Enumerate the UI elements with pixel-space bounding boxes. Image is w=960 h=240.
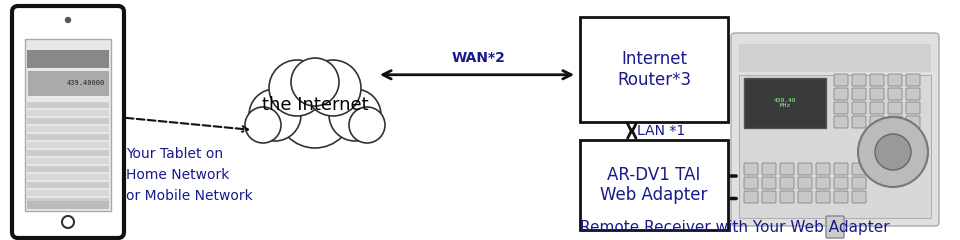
FancyBboxPatch shape [27, 174, 109, 180]
FancyBboxPatch shape [762, 191, 776, 203]
FancyBboxPatch shape [762, 177, 776, 189]
Circle shape [349, 107, 385, 143]
FancyBboxPatch shape [27, 190, 109, 196]
Text: AR-DV1 TAI
Web Adapter: AR-DV1 TAI Web Adapter [600, 166, 708, 204]
FancyBboxPatch shape [826, 216, 844, 238]
FancyBboxPatch shape [798, 163, 812, 175]
FancyBboxPatch shape [780, 191, 794, 203]
FancyBboxPatch shape [744, 78, 826, 128]
FancyBboxPatch shape [27, 134, 109, 140]
FancyBboxPatch shape [27, 158, 109, 164]
FancyBboxPatch shape [25, 39, 111, 211]
FancyBboxPatch shape [744, 163, 758, 175]
FancyBboxPatch shape [888, 116, 902, 128]
FancyBboxPatch shape [852, 177, 866, 189]
FancyBboxPatch shape [834, 102, 848, 114]
FancyBboxPatch shape [762, 163, 776, 175]
FancyBboxPatch shape [12, 6, 124, 238]
FancyBboxPatch shape [27, 166, 109, 172]
FancyBboxPatch shape [852, 74, 866, 86]
Text: Your Tablet on
Home Network
or Mobile Network: Your Tablet on Home Network or Mobile Ne… [126, 147, 252, 203]
FancyBboxPatch shape [834, 88, 848, 100]
FancyBboxPatch shape [834, 163, 848, 175]
FancyBboxPatch shape [906, 74, 920, 86]
Circle shape [329, 89, 381, 141]
FancyBboxPatch shape [798, 191, 812, 203]
Circle shape [291, 58, 339, 106]
Circle shape [277, 72, 353, 148]
FancyBboxPatch shape [816, 163, 830, 175]
FancyBboxPatch shape [27, 198, 109, 204]
Text: Remote Receiver with Your Web Adapter: Remote Receiver with Your Web Adapter [580, 220, 890, 235]
Circle shape [858, 117, 928, 187]
FancyBboxPatch shape [816, 191, 830, 203]
Circle shape [875, 134, 911, 170]
FancyBboxPatch shape [888, 102, 902, 114]
FancyBboxPatch shape [27, 201, 109, 209]
FancyBboxPatch shape [906, 88, 920, 100]
FancyBboxPatch shape [816, 177, 830, 189]
FancyBboxPatch shape [580, 17, 728, 122]
Text: the Internet: the Internet [262, 96, 369, 114]
FancyBboxPatch shape [780, 163, 794, 175]
Text: LAN *1: LAN *1 [636, 124, 685, 138]
FancyBboxPatch shape [906, 116, 920, 128]
FancyBboxPatch shape [798, 177, 812, 189]
FancyBboxPatch shape [834, 74, 848, 86]
FancyBboxPatch shape [27, 102, 109, 108]
FancyBboxPatch shape [780, 177, 794, 189]
Text: Internet
Router*3: Internet Router*3 [617, 50, 691, 89]
FancyBboxPatch shape [888, 88, 902, 100]
Circle shape [305, 60, 361, 116]
FancyBboxPatch shape [888, 74, 902, 86]
FancyBboxPatch shape [580, 140, 728, 230]
FancyBboxPatch shape [739, 75, 931, 218]
Text: WAN*2: WAN*2 [451, 51, 505, 65]
FancyBboxPatch shape [870, 74, 884, 86]
Circle shape [62, 216, 74, 228]
FancyBboxPatch shape [27, 150, 109, 156]
FancyBboxPatch shape [852, 102, 866, 114]
FancyBboxPatch shape [731, 33, 939, 226]
Circle shape [65, 18, 70, 23]
FancyBboxPatch shape [27, 110, 109, 116]
FancyBboxPatch shape [739, 44, 931, 72]
FancyBboxPatch shape [28, 71, 108, 95]
FancyBboxPatch shape [834, 191, 848, 203]
FancyBboxPatch shape [852, 116, 866, 128]
FancyBboxPatch shape [870, 102, 884, 114]
FancyBboxPatch shape [27, 182, 109, 188]
FancyBboxPatch shape [744, 177, 758, 189]
FancyBboxPatch shape [852, 88, 866, 100]
FancyBboxPatch shape [27, 118, 109, 124]
Circle shape [245, 107, 281, 143]
FancyBboxPatch shape [27, 142, 109, 148]
FancyBboxPatch shape [870, 88, 884, 100]
Text: 439.40
MHz: 439.40 MHz [774, 98, 796, 108]
FancyBboxPatch shape [834, 177, 848, 189]
Circle shape [269, 60, 325, 116]
FancyBboxPatch shape [906, 102, 920, 114]
FancyBboxPatch shape [27, 50, 109, 68]
Circle shape [249, 89, 301, 141]
FancyBboxPatch shape [834, 116, 848, 128]
FancyBboxPatch shape [870, 116, 884, 128]
FancyBboxPatch shape [744, 191, 758, 203]
Text: 439.40000: 439.40000 [67, 80, 105, 86]
FancyBboxPatch shape [27, 126, 109, 132]
FancyBboxPatch shape [852, 191, 866, 203]
FancyBboxPatch shape [852, 163, 866, 175]
